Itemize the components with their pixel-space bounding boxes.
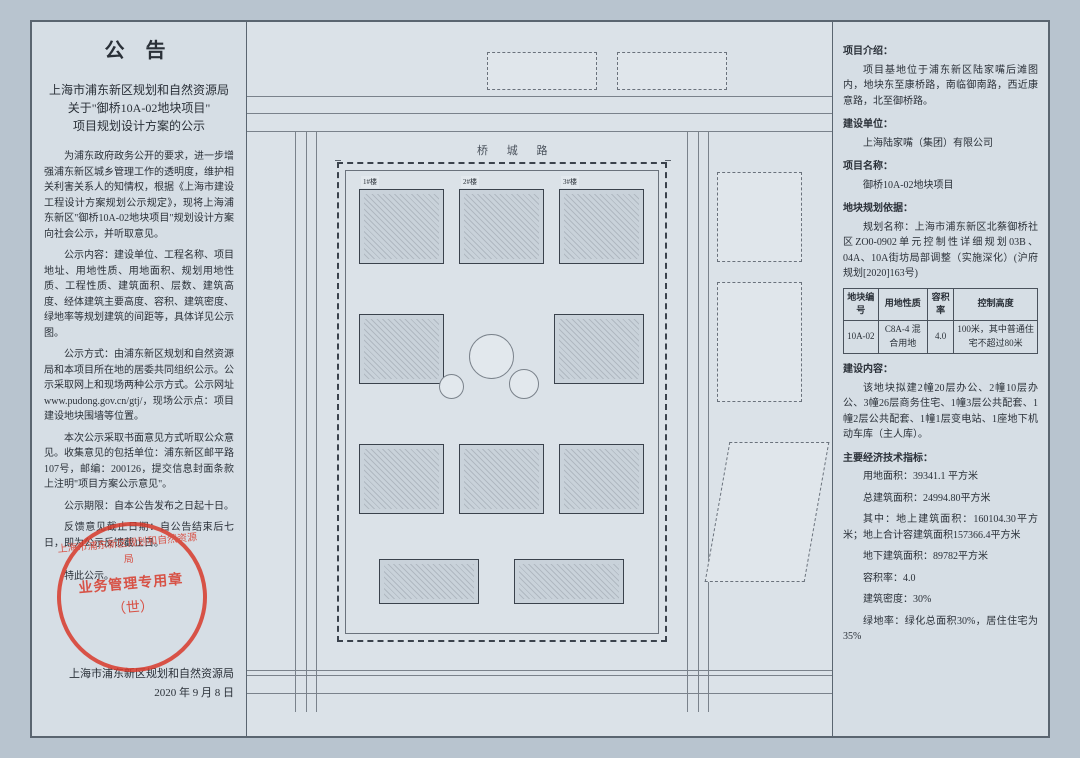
sect-project-label: 项目名称： <box>843 159 1038 175</box>
bldg-1-label: 1#楼 <box>361 176 379 188</box>
sect-builder-body: 上海陆家嘴（集团）有限公司 <box>843 136 1038 152</box>
metric-4: 地下建筑面积：89782平方米 <box>843 549 1038 565</box>
building-10 <box>514 559 624 604</box>
road-right <box>687 132 709 712</box>
road-left <box>295 132 317 712</box>
sect-plan-basis-label: 地块规划依据： <box>843 201 1038 217</box>
neighbor-block-3 <box>705 442 830 582</box>
landscape-circle-3 <box>509 369 539 399</box>
bldg-2-label: 2#楼 <box>461 176 479 188</box>
road-bottom <box>247 670 832 694</box>
landscape-circle-2 <box>439 374 464 399</box>
site-plan: 桥 城 路 1#楼 2#楼 3#楼 <box>247 22 833 736</box>
landscape-circle-1 <box>469 334 514 379</box>
building-6 <box>359 444 444 514</box>
building-9 <box>379 559 479 604</box>
notice-para-3: 公示方式：由浦东新区规划和自然资源局和本项目所在地的居委共同组织公示。公示采取网… <box>44 347 234 425</box>
sect-builder-label: 建设单位： <box>843 117 1038 133</box>
sect-plan-basis-body: 规划名称：上海市浦东新区北蔡御桥社区ZO0-0902单元控制性详细规划03B、0… <box>843 220 1038 282</box>
notice-title: 公 告 <box>44 36 234 67</box>
table-row: 10A-02 C8A-4 混合用地 4.0 100米，其中普通住宅不超过80米 <box>844 321 1038 354</box>
neighbor-block-1 <box>717 172 802 262</box>
official-stamp: 上海市浦东新区规划和自然资源局 业务管理专用章 （世） <box>51 516 214 679</box>
building-5 <box>554 314 644 384</box>
metric-1: 用地面积：39341.1 平方米 <box>843 469 1038 485</box>
bldg-3-label: 3#楼 <box>561 176 579 188</box>
road-top <box>247 96 832 132</box>
notice-para-1: 为浦东政府政务公开的要求，进一步增强浦东新区城乡管理工作的透明度，维护相关利害关… <box>44 149 234 242</box>
sect-intro-body: 项目基地位于浦东新区陆家嘴后滩图内，地块东至康桥路，南临御南路，西近康意路，北至… <box>843 63 1038 110</box>
td-4: 100米，其中普通住宅不超过80米 <box>954 321 1038 354</box>
td-1: 10A-02 <box>844 321 879 354</box>
metric-5: 容积率：4.0 <box>843 571 1038 587</box>
notice-para-2: 公示内容：建设单位、工程名称、项目地址、用地性质、用地面积、规划用地性质、工程性… <box>44 248 234 341</box>
building-7 <box>459 444 544 514</box>
building-8 <box>559 444 644 514</box>
left-notice-column: 公 告 上海市浦东新区规划和自然资源局 关于"御桥10A-02地块项目" 项目规… <box>32 22 247 736</box>
metric-2: 总建筑面积：24994.80平方米 <box>843 491 1038 507</box>
sect-intro-label: 项目介绍： <box>843 44 1038 60</box>
building-2 <box>459 189 544 264</box>
document-sheet: 公 告 上海市浦东新区规划和自然资源局 关于"御桥10A-02地块项目" 项目规… <box>30 20 1050 738</box>
building-1 <box>359 189 444 264</box>
metric-3: 其中：地上建筑面积：160104.30平方米；地上合计容建筑面积157366.4… <box>843 512 1038 543</box>
sect-content-label: 建设内容： <box>843 362 1038 378</box>
about-line-2: 项目规划设计方案的公示 <box>44 117 234 135</box>
plot-info-table: 地块编号 用地性质 容积率 控制高度 10A-02 C8A-4 混合用地 4.0… <box>843 288 1038 355</box>
building-3 <box>559 189 644 264</box>
td-2: C8A-4 混合用地 <box>878 321 927 354</box>
bureau-name: 上海市浦东新区规划和自然资源局 <box>44 81 234 99</box>
td-3: 4.0 <box>927 321 953 354</box>
notice-para-4: 本次公示采取书面意见方式听取公众意见。收集意见的包括单位：浦东新区邮平路107号… <box>44 431 234 493</box>
context-block-2 <box>617 52 727 90</box>
th-4: 控制高度 <box>954 288 1038 321</box>
sect-content-body: 该地块拟建2幢20层办公、2幢10层办公、3幢26层商务住宅、1幢3层公共配套、… <box>843 381 1038 443</box>
stamp-line-2: （世） <box>111 596 155 621</box>
th-3: 容积率 <box>927 288 953 321</box>
metric-6: 建筑密度：30% <box>843 592 1038 608</box>
context-block-1 <box>487 52 597 90</box>
th-2: 用地性质 <box>878 288 927 321</box>
sect-project-body: 御桥10A-02地块项目 <box>843 178 1038 194</box>
issue-date: 2020 年 9 月 8 日 <box>44 684 234 704</box>
metric-7: 绿地率：绿化总面积30%，居住住宅为35% <box>843 614 1038 645</box>
neighbor-block-2 <box>717 282 802 402</box>
stamp-line-1: 业务管理专用章 <box>78 570 184 601</box>
road-top-label: 桥 城 路 <box>477 142 556 158</box>
right-info-column: 项目介绍： 项目基地位于浦东新区陆家嘴后滩图内，地块东至康桥路，南临御南路，西近… <box>833 22 1048 736</box>
th-1: 地块编号 <box>844 288 879 321</box>
about-line-1: 关于"御桥10A-02地块项目" <box>44 99 234 117</box>
notice-para-5: 公示期限：自本公告发布之日起十日。 <box>44 499 234 515</box>
plot-boundary: 1#楼 2#楼 3#楼 <box>337 162 667 642</box>
notice-subtitle: 上海市浦东新区规划和自然资源局 关于"御桥10A-02地块项目" 项目规划设计方… <box>44 81 234 135</box>
table-header-row: 地块编号 用地性质 容积率 控制高度 <box>844 288 1038 321</box>
sect-metrics-label: 主要经济技术指标： <box>843 451 1038 467</box>
building-4 <box>359 314 444 384</box>
